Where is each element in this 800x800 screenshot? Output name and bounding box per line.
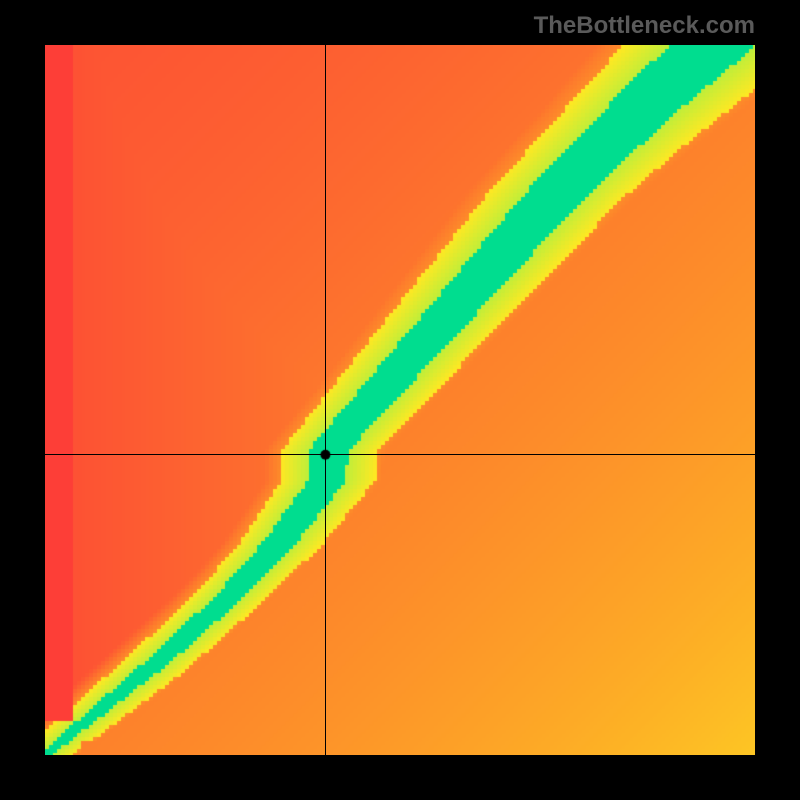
crosshair-dot xyxy=(45,45,755,755)
watermark-text: TheBottleneck.com xyxy=(534,12,755,40)
plot-area xyxy=(45,45,755,755)
chart-frame: TheBottleneck.com xyxy=(0,0,800,800)
